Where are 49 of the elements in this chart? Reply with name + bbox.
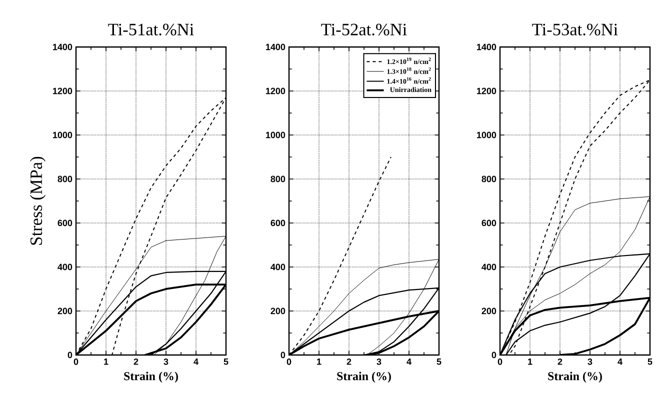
- x-tick-label: 2: [558, 358, 562, 365]
- y-tick-label: 1200: [477, 88, 496, 94]
- y-tick-label: 0: [68, 352, 72, 358]
- x-tick-label: 3: [376, 358, 382, 365]
- y-tick-label: 1400: [53, 44, 72, 50]
- y-tick-label: 1000: [53, 132, 72, 138]
- x-tick-label: 2: [346, 358, 352, 365]
- y-tick-label: 0: [280, 352, 286, 358]
- y-tick-label: 600: [482, 220, 496, 226]
- x-tick-label: 1: [317, 358, 322, 365]
- x-tick-label: 1: [528, 358, 532, 365]
- y-tick-label: 400: [482, 264, 496, 270]
- x-tick-label: 0: [498, 358, 502, 365]
- y-tick-label: 1200: [266, 88, 286, 94]
- y-tick-label: 1000: [266, 132, 286, 138]
- y-tick-label: 400: [270, 264, 286, 270]
- y-tick-label: 1200: [53, 88, 72, 94]
- x-tick-label: 3: [164, 358, 168, 365]
- y-tick-label: 200: [270, 308, 286, 314]
- x-tick-label: 3: [588, 358, 592, 365]
- y-tick-label: 1400: [477, 44, 496, 50]
- y-tick-label: 800: [270, 176, 286, 182]
- chart-title: Ti-51at.%Ni: [108, 24, 194, 36]
- x-tick-label: 5: [436, 358, 442, 365]
- y-axis-title: Stress (MPa): [30, 156, 46, 245]
- x-axis-title: Strain (%): [548, 372, 602, 383]
- y-tick-label: 200: [482, 308, 496, 314]
- x-tick-label: 4: [618, 358, 622, 365]
- y-tick-label: 600: [270, 220, 286, 226]
- y-tick-label: 800: [482, 176, 496, 182]
- y-tick-label: 800: [58, 176, 72, 182]
- x-tick-label: 5: [224, 358, 228, 365]
- x-tick-label: 1: [104, 358, 108, 365]
- x-tick-label: 4: [406, 358, 412, 365]
- x-tick-label: 0: [74, 358, 78, 365]
- y-tick-label: 0: [492, 352, 496, 358]
- x-tick-label: 5: [648, 358, 652, 365]
- y-tick-label: 400: [58, 264, 72, 270]
- x-axis-title: Strain (%): [337, 372, 391, 383]
- chart-title: Ti-53at.%Ni: [532, 24, 618, 36]
- chart-title: Ti-52at.%Ni: [321, 24, 407, 36]
- x-axis-title: Strain (%): [124, 372, 178, 383]
- x-tick-label: 2: [134, 358, 138, 365]
- y-tick-label: 600: [58, 220, 72, 226]
- x-tick-label: 4: [194, 358, 198, 365]
- y-tick-label: 1400: [266, 44, 286, 50]
- x-tick-label: 0: [286, 358, 292, 365]
- y-tick-label: 200: [58, 308, 72, 314]
- y-tick-label: 1000: [477, 132, 496, 138]
